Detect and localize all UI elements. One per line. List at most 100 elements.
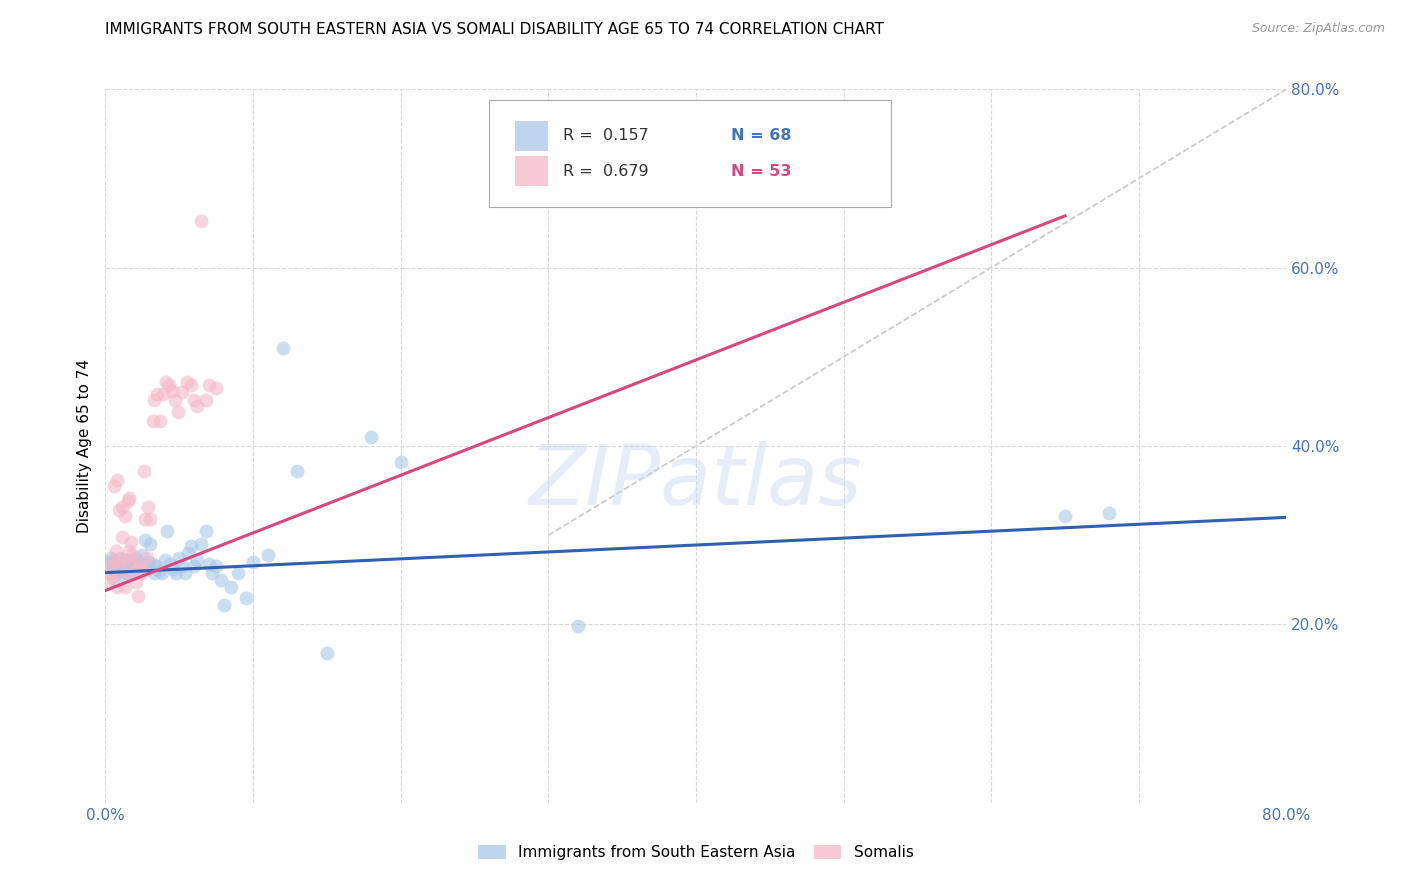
- Point: [148, 564, 170, 578]
- Point: [115, 564, 138, 578]
- Point: [156, 524, 179, 538]
- Point: [186, 553, 208, 567]
- Point: [567, 619, 589, 633]
- Point: [103, 564, 125, 578]
- Point: [101, 557, 124, 571]
- Point: [201, 566, 224, 580]
- Point: [121, 553, 143, 567]
- Point: [135, 550, 157, 565]
- Point: [174, 566, 197, 580]
- Point: [157, 378, 180, 392]
- Point: [155, 375, 177, 389]
- Point: [128, 559, 150, 574]
- Point: [183, 559, 205, 574]
- Point: [129, 566, 152, 580]
- Point: [120, 559, 142, 574]
- Point: [132, 557, 155, 571]
- Point: [110, 550, 132, 565]
- Point: [115, 566, 138, 580]
- Legend: Immigrants from South Eastern Asia, Somalis: Immigrants from South Eastern Asia, Soma…: [472, 839, 920, 866]
- Point: [112, 568, 135, 582]
- Point: [114, 580, 136, 594]
- Point: [104, 544, 127, 558]
- Point: [107, 503, 129, 517]
- Text: ZIPatlas: ZIPatlas: [529, 442, 863, 522]
- Point: [125, 574, 148, 589]
- Point: [235, 591, 257, 605]
- Point: [209, 573, 232, 587]
- Point: [205, 559, 228, 574]
- Point: [138, 512, 162, 526]
- Point: [166, 405, 188, 419]
- Point: [117, 557, 139, 571]
- Point: [150, 566, 173, 580]
- Point: [315, 646, 337, 660]
- Point: [162, 562, 184, 576]
- Point: [1098, 506, 1121, 520]
- Point: [105, 580, 128, 594]
- Point: [212, 598, 235, 612]
- Point: [131, 548, 153, 562]
- Point: [101, 571, 124, 585]
- Point: [103, 553, 125, 567]
- Point: [194, 392, 217, 407]
- Point: [1054, 508, 1077, 523]
- Point: [118, 544, 141, 558]
- FancyBboxPatch shape: [489, 100, 891, 207]
- Point: [127, 589, 149, 603]
- Point: [205, 381, 228, 395]
- Point: [172, 559, 194, 574]
- Point: [197, 557, 219, 571]
- Point: [134, 512, 156, 526]
- Point: [122, 555, 145, 569]
- Point: [197, 378, 219, 392]
- Point: [287, 464, 309, 478]
- Point: [183, 392, 205, 407]
- Point: [111, 530, 134, 544]
- Point: [100, 559, 122, 574]
- Point: [112, 553, 135, 567]
- Point: [131, 562, 153, 576]
- Point: [190, 214, 212, 228]
- FancyBboxPatch shape: [515, 156, 548, 186]
- Point: [127, 562, 149, 576]
- Point: [160, 384, 183, 398]
- Point: [271, 341, 294, 355]
- Point: [120, 535, 142, 549]
- Point: [194, 524, 217, 538]
- Point: [159, 557, 181, 571]
- Point: [129, 559, 152, 574]
- Point: [135, 562, 157, 576]
- Point: [142, 557, 165, 571]
- Point: [190, 537, 212, 551]
- Point: [97, 555, 120, 569]
- Point: [103, 553, 125, 567]
- Point: [125, 550, 148, 565]
- Point: [180, 539, 202, 553]
- Point: [117, 494, 139, 508]
- Text: Source: ZipAtlas.com: Source: ZipAtlas.com: [1251, 22, 1385, 36]
- Point: [389, 455, 412, 469]
- Point: [124, 557, 146, 571]
- Point: [165, 566, 187, 580]
- FancyBboxPatch shape: [515, 120, 548, 151]
- Point: [146, 387, 169, 401]
- Point: [122, 566, 145, 580]
- Point: [121, 548, 143, 562]
- Text: N = 68: N = 68: [731, 128, 792, 143]
- Point: [149, 414, 172, 428]
- Point: [105, 473, 128, 487]
- Point: [98, 566, 121, 580]
- Point: [145, 559, 167, 574]
- Point: [142, 414, 165, 428]
- Point: [103, 479, 125, 493]
- Point: [186, 399, 208, 413]
- Point: [118, 491, 141, 505]
- Point: [180, 378, 202, 392]
- Point: [177, 546, 200, 560]
- Point: [110, 562, 132, 576]
- Point: [152, 387, 174, 401]
- Point: [107, 555, 129, 569]
- Point: [176, 375, 198, 389]
- Point: [134, 533, 156, 547]
